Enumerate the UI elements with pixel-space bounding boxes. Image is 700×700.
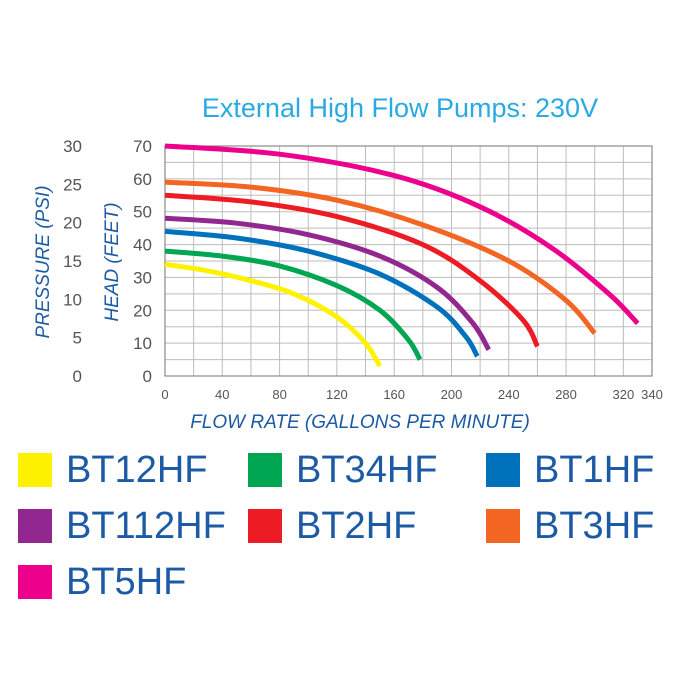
x-tick-label: 200 [441, 387, 463, 402]
plot-frame [164, 145, 653, 377]
x-tick-label: 0 [161, 387, 168, 402]
curve-bt3hf [164, 179, 597, 335]
x-tick-label: 80 [272, 387, 286, 402]
x-axis-ticks: 0 40 80 120 160 200 240 280 320 340 [161, 387, 662, 402]
head-tick-label: 70 [133, 137, 152, 156]
x-tick-label: 340 [641, 387, 663, 402]
head-tick-label: 20 [133, 301, 152, 320]
head-tick-label: 60 [133, 170, 152, 189]
pressure-tick-label: 10 [63, 290, 82, 309]
curve-bt112hf [164, 215, 491, 351]
chart-title: External High Flow Pumps: 230V [202, 93, 598, 123]
head-axis-label: HEAD (FEET) [102, 202, 123, 321]
pressure-tick-label: 5 [73, 329, 82, 348]
x-tick-label: 320 [613, 387, 635, 402]
x-tick-label: 280 [555, 387, 577, 402]
curve-bt2hf [164, 192, 540, 348]
head-tick-label: 40 [133, 236, 152, 255]
pressure-tick-label: 0 [73, 367, 82, 386]
x-tick-label: 240 [498, 387, 520, 402]
pressure-axis-label: PRESSURE (PSI) [33, 185, 54, 338]
head-tick-label: 0 [143, 367, 152, 386]
curve-bt34hf [164, 248, 423, 361]
x-tick-label: 160 [383, 387, 405, 402]
pressure-tick-label: 20 [63, 214, 82, 233]
head-tick-label: 10 [133, 334, 152, 353]
pressure-tick-label: 25 [63, 175, 82, 194]
head-axis-ticks: 0 10 20 30 40 50 60 70 [133, 137, 152, 386]
curve-bt1hf [164, 228, 480, 358]
x-tick-label: 120 [326, 387, 348, 402]
pump-curves [164, 143, 640, 368]
x-axis-label: FLOW RATE (GALLONS PER MINUTE) [190, 412, 530, 433]
x-tick-label: 40 [215, 387, 229, 402]
curve-bt12hf [164, 261, 383, 368]
pressure-tick-label: 30 [63, 137, 82, 156]
head-tick-label: 50 [133, 203, 152, 222]
curve-bt5hf [164, 143, 640, 326]
head-tick-label: 30 [133, 268, 152, 287]
pressure-axis-ticks: 0 5 10 15 20 25 30 [63, 137, 82, 386]
pressure-tick-label: 15 [63, 252, 82, 271]
